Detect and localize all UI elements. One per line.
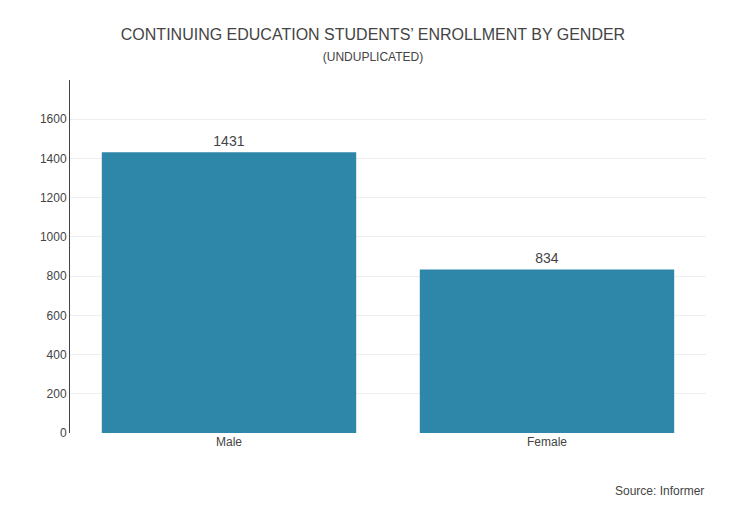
svg-text:1400: 1400	[40, 152, 67, 166]
svg-text:Female: Female	[527, 435, 567, 449]
svg-text:Male: Male	[216, 435, 242, 449]
svg-text:1000: 1000	[40, 230, 67, 244]
svg-text:600: 600	[47, 309, 67, 323]
svg-text:834: 834	[535, 250, 559, 266]
svg-text:400: 400	[47, 348, 67, 362]
svg-text:1200: 1200	[40, 191, 67, 205]
svg-text:CONTINUING EDUCATION STUDENTS’: CONTINUING EDUCATION STUDENTS’ ENROLLMEN…	[121, 26, 625, 64]
svg-text:800: 800	[47, 269, 67, 283]
svg-text:200: 200	[47, 387, 67, 401]
svg-text:1431: 1431	[213, 133, 244, 149]
svg-text:Source: Informer: Source: Informer	[615, 484, 704, 498]
svg-text:1600: 1600	[40, 112, 67, 126]
svg-text:0: 0	[60, 426, 67, 440]
